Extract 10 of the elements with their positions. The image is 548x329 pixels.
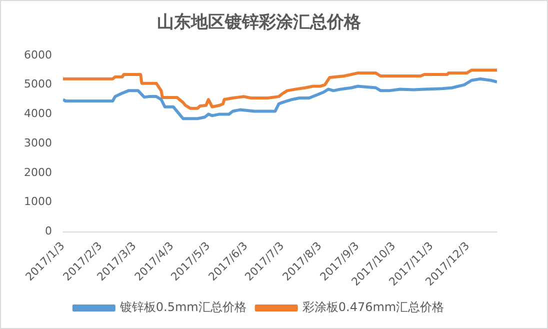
y-tick-label: 0 [44,224,52,238]
legend-label: 镀锌板0.5mm汇总价格 [118,300,246,314]
y-tick-label: 4000 [24,107,52,120]
y-tick-label: 3000 [24,136,52,150]
y-tick-label: 5000 [24,78,52,91]
y-tick-label: 6000 [24,48,52,62]
y-tick-label: 1000 [24,195,52,208]
y-tick-label: 2000 [24,166,52,179]
legend-label: 彩涂板0.476mm汇总价格 [302,300,444,314]
chart-title: 山东地区镀锌彩涂汇总价格 [157,12,362,33]
